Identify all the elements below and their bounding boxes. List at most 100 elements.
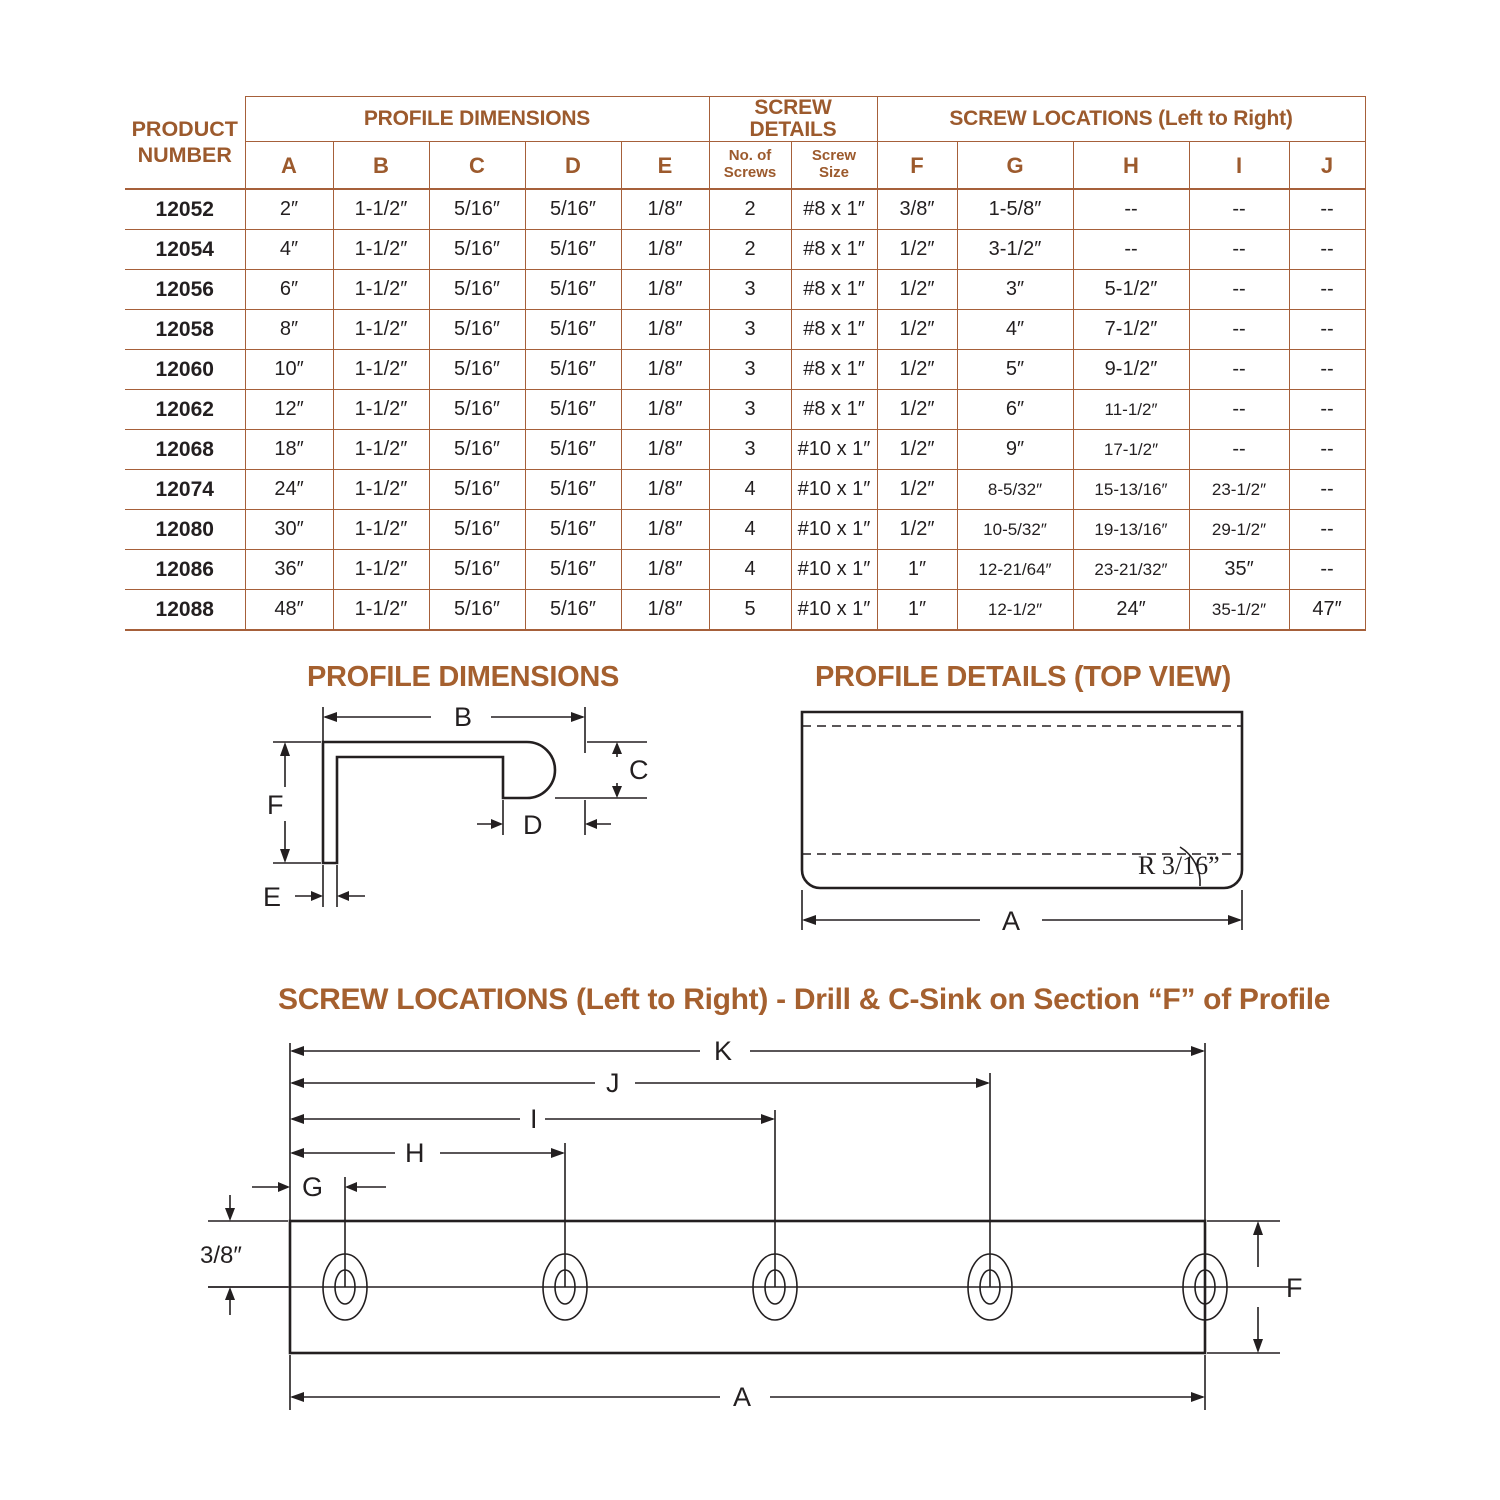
header-col-no-of-screws: No. of Screws	[708, 141, 792, 190]
label-i: I	[530, 1104, 538, 1134]
label-e: E	[263, 882, 281, 912]
cell-i: --	[1188, 349, 1290, 391]
cell-f: 1″	[876, 549, 958, 591]
arrow-d-right	[585, 819, 597, 829]
table-row: 12060 10″ 1-1/2″ 5/16″ 5/16″ 1/8″ 3 #8 x 1″ 1/2″…	[125, 349, 1366, 391]
profile-dimensions-drawing: B F C D E	[263, 702, 649, 912]
cell-product-number: 12052	[125, 188, 246, 231]
cell-screws: 4	[708, 509, 792, 551]
cell-a: 10″	[244, 349, 334, 391]
header-no-of-screws-line1: No. of	[728, 147, 772, 165]
cell-d: 5/16″	[524, 429, 622, 471]
header-product-number-line2: NUMBER	[137, 143, 232, 168]
cell-j: --	[1288, 509, 1366, 551]
cell-g: 4″	[956, 309, 1074, 351]
label-d: D	[523, 810, 543, 840]
cell-size: #8 x 1″	[790, 269, 878, 311]
cell-j: --	[1288, 309, 1366, 351]
cell-g: 6″	[956, 389, 1074, 431]
header-col-c: C	[428, 141, 526, 190]
specification-table-container: PRODUCT NUMBER PROFILE DIMENSIONS SCREW …	[125, 95, 1366, 632]
cell-h: 17-1/2″	[1072, 429, 1190, 471]
cell-a: 30″	[244, 509, 334, 551]
cell-c: 5/16″	[428, 549, 526, 591]
header-product-number-line1: PRODUCT	[131, 117, 238, 142]
top-view-body-outline	[800, 710, 1244, 890]
header-group-screw-details: SCREW DETAILS	[708, 95, 878, 143]
cell-j: --	[1288, 349, 1366, 391]
screw-hole	[752, 1253, 798, 1321]
cell-c: 5/16″	[428, 269, 526, 311]
cell-e: 1/8″	[620, 469, 710, 511]
cell-c: 5/16″	[428, 229, 526, 271]
cell-size: #8 x 1″	[790, 309, 878, 351]
cell-f: 1/2″	[876, 349, 958, 391]
cell-size: #8 x 1″	[790, 188, 878, 231]
header-col-h: H	[1072, 141, 1190, 190]
screw-locations-title: SCREW LOCATIONS (Left to Right) - Drill …	[278, 983, 1331, 1016]
cell-f: 1/2″	[876, 469, 958, 511]
cell-b: 1-1/2″	[332, 549, 430, 591]
cell-e: 1/8″	[620, 589, 710, 632]
arrow-e-right	[337, 891, 349, 901]
cell-e: 1/8″	[620, 389, 710, 431]
cell-size: #10 x 1″	[790, 549, 878, 591]
cell-product-number: 12060	[125, 349, 246, 391]
label-c: C	[629, 755, 649, 785]
label-j: J	[606, 1068, 620, 1098]
cell-size: #8 x 1″	[790, 389, 878, 431]
table-row: 12052 2″ 1-1/2″ 5/16″ 5/16″ 1/8″ 2 #8 x 1″ 3/8″ 1…	[125, 188, 1366, 231]
table-sub-header-row: A B C D E No. of Screws Screw Size F G H…	[125, 141, 1366, 190]
cell-b: 1-1/2″	[332, 589, 430, 632]
cell-g: 8-5/32″	[956, 469, 1074, 511]
profile-details-drawing: R 3/16” A	[800, 710, 1244, 936]
cell-size: #8 x 1″	[790, 349, 878, 391]
arrow-g-left	[278, 1182, 290, 1192]
cell-b: 1-1/2″	[332, 309, 430, 351]
cell-a: 2″	[244, 188, 334, 231]
cell-j: --	[1288, 229, 1366, 271]
cell-e: 1/8″	[620, 509, 710, 551]
cell-d: 5/16″	[524, 229, 622, 271]
cell-c: 5/16″	[428, 509, 526, 551]
label-edge-distance: 3/8″	[200, 1242, 242, 1269]
arrow-j-left	[290, 1078, 304, 1088]
label-b: B	[454, 702, 472, 732]
cell-a: 18″	[244, 429, 334, 471]
arrow-f-bottom	[280, 849, 290, 863]
cell-i: --	[1188, 188, 1290, 231]
cell-a: 6″	[244, 269, 334, 311]
cell-j: --	[1288, 389, 1366, 431]
arrow-a-left	[802, 915, 816, 925]
table-row: 12074 24″ 1-1/2″ 5/16″ 5/16″ 1/8″ 4 #10 x 1″ 1/2…	[125, 469, 1366, 511]
cell-d: 5/16″	[524, 509, 622, 551]
table-row: 12056 6″ 1-1/2″ 5/16″ 5/16″ 1/8″ 3 #8 x 1″ 1/2″ 3…	[125, 269, 1366, 311]
arrow-e-left	[311, 891, 323, 901]
arrow-j-right	[976, 1078, 990, 1088]
cell-product-number: 12074	[125, 469, 246, 511]
arrow-h-right	[551, 1148, 565, 1158]
arrow-b-left	[323, 712, 337, 722]
arrow-a-right	[1228, 915, 1242, 925]
cell-f: 1/2″	[876, 229, 958, 271]
cell-j: --	[1288, 188, 1366, 231]
cell-size: #10 x 1″	[790, 429, 878, 471]
label-f-plate: F	[1286, 1273, 1303, 1303]
cell-screws: 3	[708, 389, 792, 431]
table-group-header-row: PRODUCT NUMBER PROFILE DIMENSIONS SCREW …	[125, 95, 1366, 190]
arrow-c-top	[612, 742, 622, 754]
cell-size: #8 x 1″	[790, 229, 878, 271]
cell-a: 48″	[244, 589, 334, 632]
cell-i: 29-1/2″	[1188, 509, 1290, 551]
cell-i: 35″	[1188, 549, 1290, 591]
cell-c: 5/16″	[428, 389, 526, 431]
cell-d: 5/16″	[524, 549, 622, 591]
cell-size: #10 x 1″	[790, 589, 878, 632]
cell-i: 35-1/2″	[1188, 589, 1290, 632]
arrow-k-left	[290, 1046, 304, 1056]
profile-details-title: PROFILE DETAILS (TOP VIEW)	[815, 661, 1231, 693]
cell-i: --	[1188, 269, 1290, 311]
cell-j: --	[1288, 269, 1366, 311]
cell-i: --	[1188, 309, 1290, 351]
cell-c: 5/16″	[428, 349, 526, 391]
